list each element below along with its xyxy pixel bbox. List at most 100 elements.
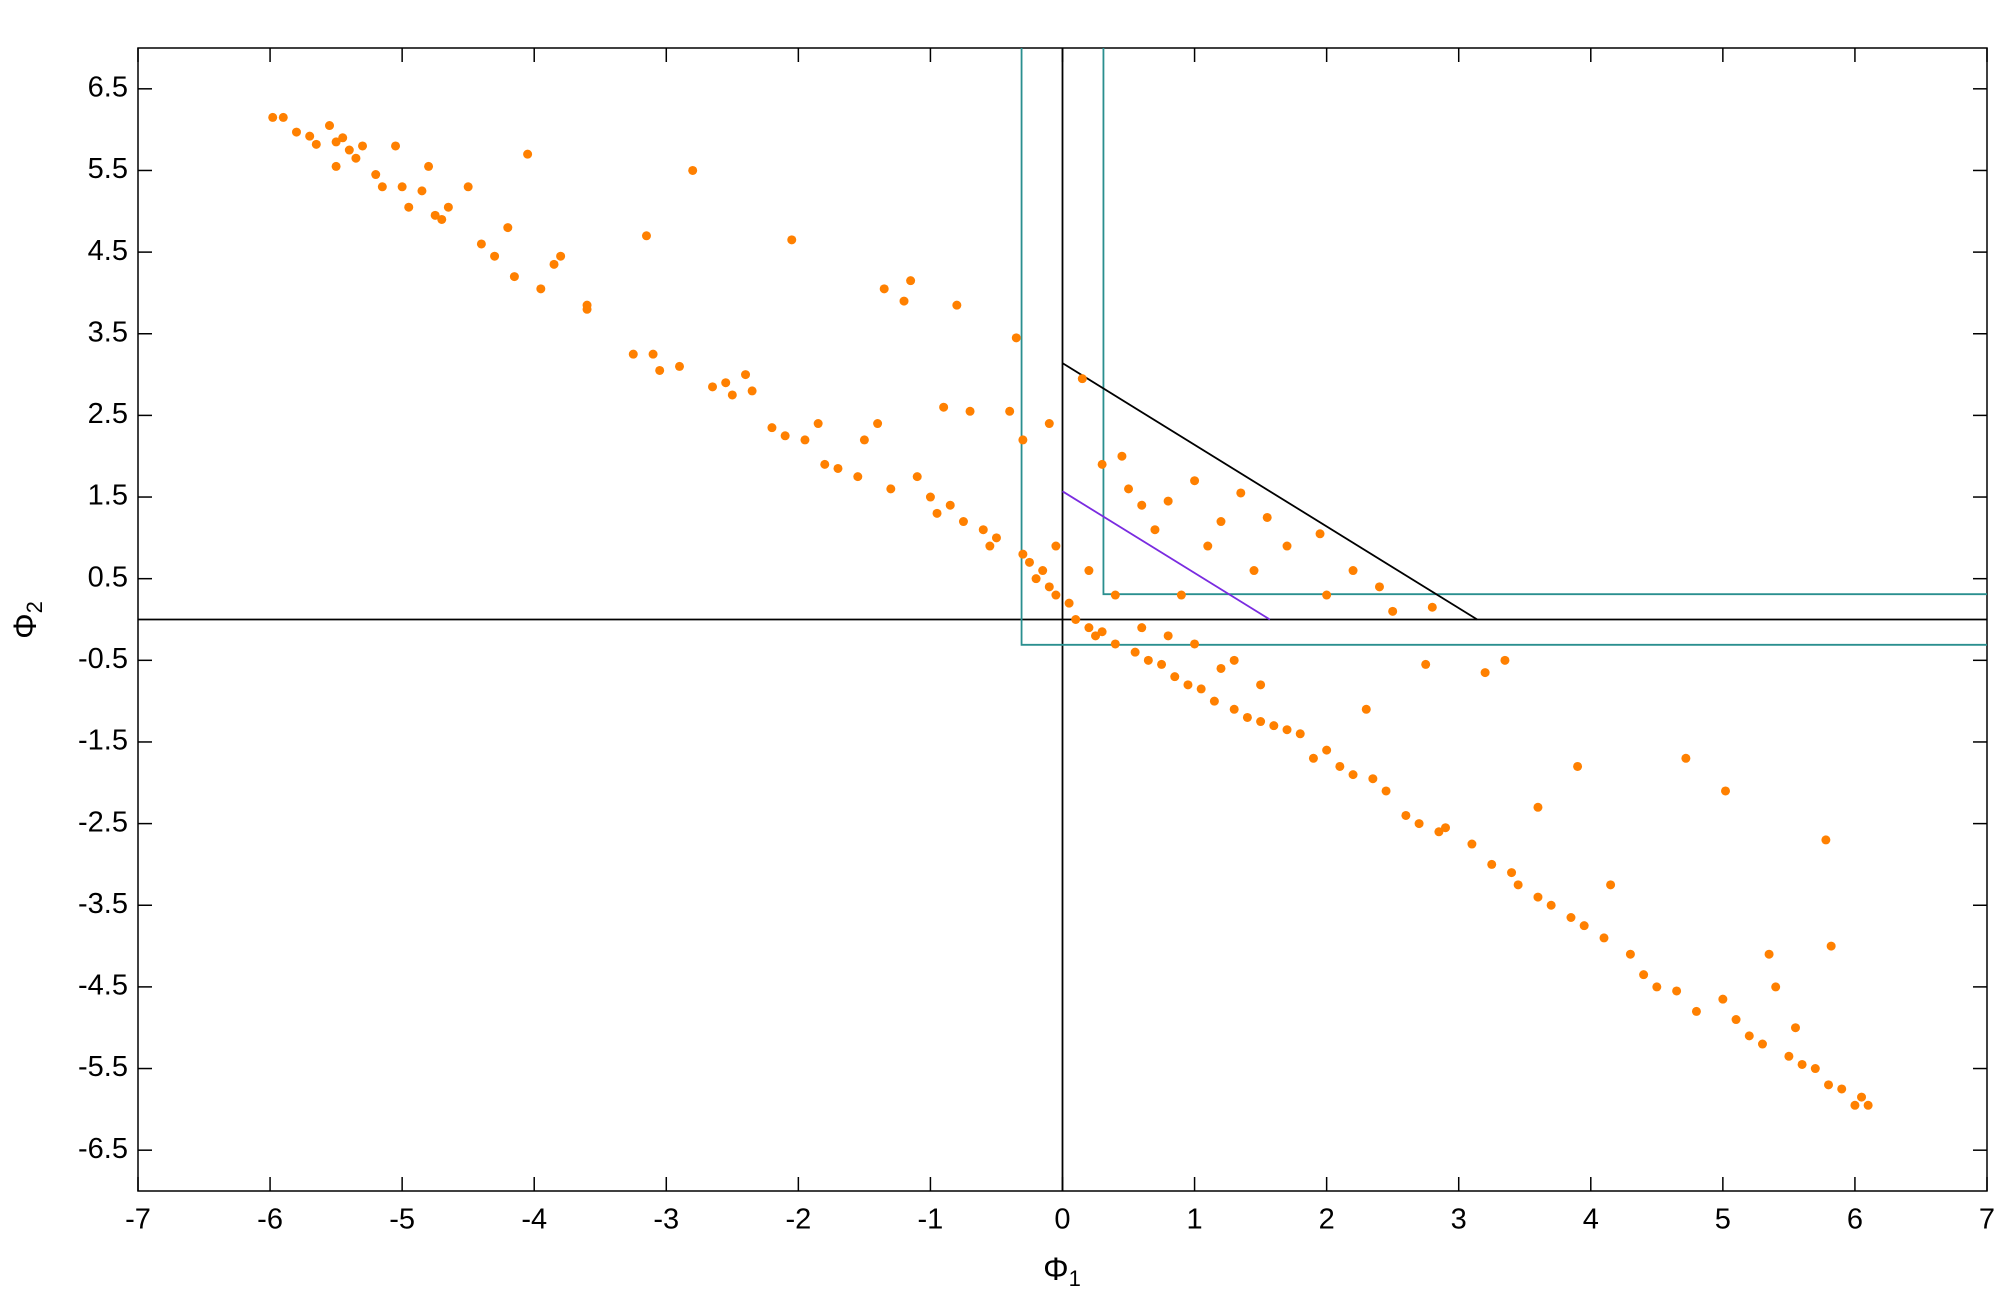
x-tick-label: 3 bbox=[1451, 1204, 1467, 1236]
point bbox=[741, 370, 751, 380]
point bbox=[721, 378, 731, 388]
point bbox=[1427, 602, 1437, 612]
point bbox=[1361, 704, 1371, 714]
point bbox=[1031, 574, 1041, 584]
y-tick-label: -4.5 bbox=[78, 970, 128, 1002]
point bbox=[787, 235, 797, 245]
point bbox=[1672, 986, 1682, 996]
point bbox=[1826, 941, 1836, 951]
point bbox=[899, 296, 909, 306]
point bbox=[1744, 1031, 1754, 1041]
point bbox=[879, 284, 889, 294]
point bbox=[1579, 921, 1589, 931]
point bbox=[1269, 721, 1279, 731]
point bbox=[391, 141, 401, 151]
point bbox=[958, 517, 968, 527]
point bbox=[655, 365, 665, 375]
point bbox=[1434, 827, 1444, 837]
point bbox=[1467, 839, 1477, 849]
point bbox=[1130, 647, 1140, 657]
point bbox=[1381, 786, 1391, 796]
point bbox=[1216, 517, 1226, 527]
point bbox=[1681, 753, 1691, 763]
y-tick-label: 5.5 bbox=[88, 153, 128, 185]
y-label-symbol: Φ bbox=[7, 613, 43, 639]
y-label-subscript: 2 bbox=[22, 601, 47, 613]
point bbox=[1533, 802, 1543, 812]
point bbox=[424, 161, 434, 171]
point bbox=[1731, 1015, 1741, 1025]
point bbox=[503, 223, 513, 233]
y-tick-label: 1.5 bbox=[88, 480, 128, 512]
point bbox=[351, 153, 361, 163]
point bbox=[1315, 529, 1325, 539]
point bbox=[305, 131, 315, 141]
point bbox=[1388, 606, 1398, 616]
point bbox=[1863, 1100, 1873, 1110]
y-tick-label: -3.5 bbox=[78, 888, 128, 920]
point bbox=[1117, 451, 1127, 461]
point bbox=[991, 533, 1001, 543]
y-tick-label: 6.5 bbox=[88, 71, 128, 103]
point bbox=[1176, 590, 1186, 600]
y-axis-label: Φ2 bbox=[7, 601, 46, 639]
point bbox=[820, 459, 830, 469]
x-axis-label: Φ1 bbox=[1043, 1251, 1081, 1290]
point bbox=[358, 141, 368, 151]
point bbox=[945, 500, 955, 510]
point bbox=[1091, 631, 1101, 641]
point bbox=[1421, 659, 1431, 669]
point bbox=[1308, 753, 1318, 763]
point bbox=[476, 239, 486, 249]
point bbox=[1011, 333, 1021, 343]
point bbox=[1790, 1023, 1800, 1033]
point bbox=[859, 435, 869, 445]
y-tick-label: -0.5 bbox=[78, 643, 128, 675]
point bbox=[800, 435, 810, 445]
point bbox=[536, 284, 546, 294]
point bbox=[1242, 712, 1252, 722]
point bbox=[727, 390, 737, 400]
point bbox=[1348, 566, 1358, 576]
point bbox=[1335, 761, 1345, 771]
x-tick-label: 5 bbox=[1715, 1204, 1731, 1236]
point bbox=[1480, 668, 1490, 678]
x-tick-label: 2 bbox=[1319, 1204, 1335, 1236]
point bbox=[1718, 994, 1728, 1004]
point bbox=[1097, 459, 1107, 469]
x-tick-label: -7 bbox=[125, 1204, 151, 1236]
point bbox=[463, 182, 473, 192]
point bbox=[1137, 623, 1147, 633]
point bbox=[1005, 406, 1015, 416]
point bbox=[1513, 880, 1523, 890]
point bbox=[1124, 484, 1134, 494]
point bbox=[1368, 774, 1378, 784]
point bbox=[1157, 659, 1167, 669]
reference-line bbox=[1062, 362, 1478, 621]
x-tick-label: -1 bbox=[918, 1204, 944, 1236]
point bbox=[1282, 541, 1292, 551]
y-tick-label: -1.5 bbox=[78, 725, 128, 757]
point bbox=[1625, 949, 1635, 959]
point bbox=[1209, 696, 1219, 706]
point bbox=[1441, 823, 1451, 833]
x-label-symbol: Φ bbox=[1043, 1251, 1069, 1287]
reference-line bbox=[1062, 490, 1271, 621]
y-tick-label: -6.5 bbox=[78, 1133, 128, 1165]
point bbox=[965, 406, 975, 416]
point bbox=[1374, 582, 1384, 592]
point bbox=[268, 112, 278, 122]
y-tick-label: 4.5 bbox=[88, 235, 128, 267]
x-tick-label: -6 bbox=[257, 1204, 283, 1236]
point bbox=[1652, 982, 1662, 992]
x-tick-label: 6 bbox=[1847, 1204, 1863, 1236]
x-tick-label: 7 bbox=[1979, 1204, 1995, 1236]
point bbox=[523, 149, 533, 159]
point bbox=[1797, 1059, 1807, 1069]
reference-line bbox=[1020, 48, 1987, 646]
point bbox=[1256, 680, 1266, 690]
point bbox=[912, 472, 922, 482]
point bbox=[1190, 476, 1200, 486]
point bbox=[1071, 615, 1081, 624]
